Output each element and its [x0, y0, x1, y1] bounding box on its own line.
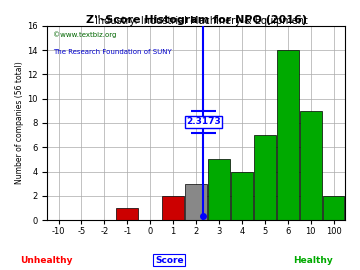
- Title: Z''-Score Histogram for NPO (2016): Z''-Score Histogram for NPO (2016): [86, 15, 307, 25]
- Text: Unhealthy: Unhealthy: [21, 256, 73, 265]
- Bar: [208, 159, 230, 220]
- Y-axis label: Number of companies (56 total): Number of companies (56 total): [15, 62, 24, 184]
- Text: Score: Score: [155, 256, 184, 265]
- Text: ©www.textbiz.org: ©www.textbiz.org: [53, 32, 116, 38]
- Bar: [300, 111, 321, 220]
- Text: Healthy: Healthy: [293, 256, 333, 265]
- Bar: [323, 196, 345, 220]
- Bar: [185, 184, 207, 220]
- Bar: [254, 135, 276, 220]
- Text: Industry: Industrial Machinery & Equipment: Industry: Industrial Machinery & Equipme…: [95, 16, 308, 26]
- Text: 2.3173: 2.3173: [186, 117, 221, 126]
- Text: The Research Foundation of SUNY: The Research Foundation of SUNY: [53, 49, 172, 55]
- Bar: [162, 196, 184, 220]
- Bar: [231, 171, 253, 220]
- Bar: [277, 50, 298, 220]
- Bar: [116, 208, 138, 220]
